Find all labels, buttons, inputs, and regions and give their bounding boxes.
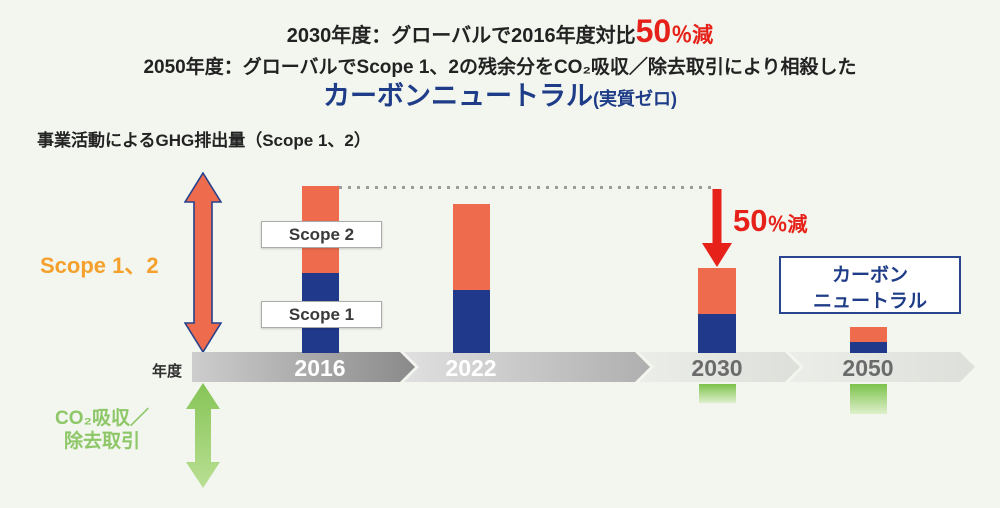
year-tick-2030: 2030 bbox=[691, 355, 743, 381]
absorption-bar-2050 bbox=[850, 384, 887, 414]
co2-absorption-label-line1: CO₂吸収／ bbox=[55, 408, 149, 429]
reduction-number: 50 bbox=[733, 203, 768, 238]
bar-2030-scope2 bbox=[698, 268, 736, 314]
year-tick-2050: 2050 bbox=[842, 355, 894, 381]
header-line1-highlight-number: 50 bbox=[635, 13, 672, 49]
ghg-emissions-axis-label: 事業活動によるGHG排出量（Scope 1、2） bbox=[37, 131, 371, 150]
carbon-neutral-subtitle: (実質ゼロ) bbox=[593, 89, 677, 109]
reduction-down-arrow-icon bbox=[702, 189, 732, 267]
absorption-bar-2030 bbox=[699, 384, 736, 403]
carbon-neutral-title: カーボンニュートラル bbox=[323, 81, 593, 111]
timeline-axis-label: 年度 bbox=[152, 363, 183, 380]
year-tick-2016: 2016 bbox=[294, 355, 346, 381]
scope2-tag: Scope 2 bbox=[261, 221, 382, 248]
timeline-segment-2022 bbox=[404, 352, 650, 382]
timeline-segment-2016 bbox=[192, 352, 415, 382]
header-line1-text: 2030年度：グローバルで2016年度対比 bbox=[286, 25, 636, 47]
header-line-2050: 2050年度：グローバルでScope 1、2の残余分をCO₂吸収／除去取引により… bbox=[143, 57, 857, 78]
scope12-double-arrow-icon bbox=[184, 172, 222, 353]
baseline-dotted-line bbox=[339, 186, 713, 189]
header-line1-highlight-unit: ％減 bbox=[671, 24, 714, 47]
bar-2022-scope1 bbox=[453, 290, 490, 353]
co2-absorption-label-line2: 除去取引 bbox=[63, 430, 140, 452]
bar-2050-scope2 bbox=[850, 327, 887, 342]
timeline-segment-2030 bbox=[639, 352, 800, 382]
scope12-label: Scope 1、2 bbox=[40, 253, 159, 278]
co2-absorption-double-arrow-icon bbox=[186, 383, 220, 488]
header: 2030年度：グローバルで2016年度対比50％減 2050年度：グローバルでS… bbox=[0, 12, 1000, 116]
bar-2030-scope1 bbox=[698, 314, 736, 353]
reduction-50-percent-label: 50％減 bbox=[733, 203, 807, 239]
header-line-carbon-neutral: カーボンニュートラル(実質ゼロ) bbox=[0, 81, 1000, 116]
co2-absorption-label: CO₂吸収／ 除去取引 bbox=[28, 408, 176, 454]
scope1-tag: Scope 1 bbox=[261, 301, 382, 328]
year-tick-2022: 2022 bbox=[445, 355, 497, 381]
carbon-neutral-callout: カーボン ニュートラル bbox=[779, 256, 961, 314]
reduction-unit: ％減 bbox=[767, 214, 808, 236]
timeline-segment-2050 bbox=[789, 352, 975, 382]
carbon-neutral-callout-line1: カーボン bbox=[831, 265, 908, 286]
header-line-2030: 2030年度：グローバルで2016年度対比50％減 bbox=[0, 12, 1000, 55]
bar-2050-scope1 bbox=[850, 342, 887, 353]
bar-2022-scope2 bbox=[453, 204, 490, 290]
carbon-neutral-callout-line2: ニュートラル bbox=[812, 290, 927, 312]
